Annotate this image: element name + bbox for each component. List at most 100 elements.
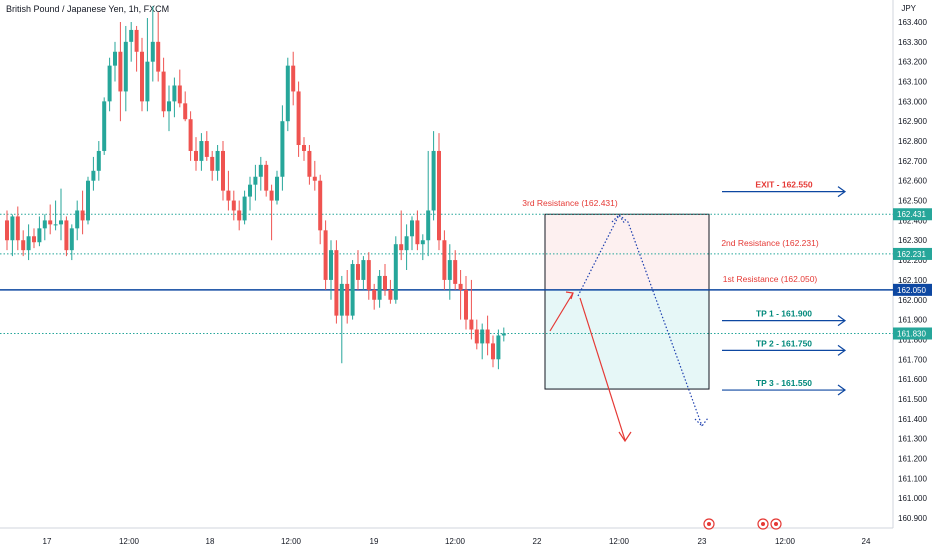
candle-body <box>334 250 339 316</box>
y-tick-label: 162.600 <box>898 177 927 186</box>
candle-body <box>312 176 317 181</box>
event-marker-dot <box>761 522 765 526</box>
projection-dotted-arrowhead-low <box>694 417 709 427</box>
y-tick-label: 161.800 <box>898 335 927 344</box>
candle-body <box>480 329 485 344</box>
level-price-tag <box>893 283 932 296</box>
candle-body <box>269 190 274 201</box>
candle-body <box>221 150 225 191</box>
x-tick-label: 17 <box>43 537 52 546</box>
candle-body <box>442 240 447 280</box>
y-tick-label: 161.500 <box>898 395 927 404</box>
x-tick-label: 12:00 <box>281 537 302 546</box>
candle-body <box>96 150 101 171</box>
level-text-label: 3rd Resistance (162.431) <box>522 198 618 208</box>
y-tick-label: 162.400 <box>898 216 927 225</box>
candle-body <box>388 289 393 300</box>
candle-body <box>393 244 398 300</box>
candle-body <box>37 228 42 243</box>
candle-body <box>431 150 436 211</box>
y-tick-label: 162.000 <box>898 296 927 305</box>
y-tick-label: 163.100 <box>898 78 927 87</box>
candle-body <box>415 220 420 245</box>
target-arrow-head <box>837 344 847 356</box>
candle-body <box>356 264 360 280</box>
candle-body <box>102 101 107 151</box>
candle-body <box>291 65 296 92</box>
candle-body <box>496 335 501 360</box>
target-arrow-head <box>837 186 847 198</box>
candle-body <box>64 220 69 251</box>
candle-body <box>5 220 9 241</box>
candle-body <box>296 91 301 146</box>
candle-body <box>329 250 333 280</box>
projection-up-arrowhead <box>565 291 574 300</box>
event-marker-dot <box>707 522 711 526</box>
candle-body <box>129 29 134 42</box>
x-tick-label: 18 <box>206 537 215 546</box>
candle-body <box>404 236 409 251</box>
candle-body <box>118 51 123 92</box>
y-tick-label: 163.300 <box>898 38 927 47</box>
candle-body <box>264 164 269 191</box>
candle-body <box>15 216 20 241</box>
candle-body <box>231 200 236 211</box>
candle-body <box>399 244 404 251</box>
candle-body <box>377 275 382 300</box>
candle-body <box>42 220 47 229</box>
candle-body <box>339 283 344 316</box>
candle-body <box>318 180 323 231</box>
candle-body <box>140 51 144 102</box>
candle-body <box>248 184 252 197</box>
candle-body <box>237 210 242 221</box>
x-tick-label: 12:00 <box>445 537 466 546</box>
y-tick-label: 160.900 <box>898 514 927 523</box>
candle-body <box>177 85 182 104</box>
candle-body <box>258 164 263 177</box>
level-price-tag <box>893 247 932 260</box>
projection-down-arrowhead <box>618 431 632 443</box>
candle-body <box>59 220 63 225</box>
candle-body <box>134 29 139 52</box>
chart-title: British Pound / Japanese Yen, 1h, FXCM <box>6 4 170 14</box>
candle-body <box>75 210 80 229</box>
candle-body <box>501 333 506 336</box>
candle-body <box>215 150 220 171</box>
y-tick-label: 162.300 <box>898 236 927 245</box>
y-tick-label: 161.400 <box>898 415 927 424</box>
x-tick-label: 24 <box>862 537 871 546</box>
y-tick-label: 161.200 <box>898 454 927 463</box>
candle-body <box>410 220 414 237</box>
candle-body <box>156 41 161 72</box>
candle-body <box>80 210 85 221</box>
x-tick-label: 23 <box>698 537 707 546</box>
candle-body <box>91 170 96 181</box>
candle-body <box>350 264 355 316</box>
target-label: EXIT - 162.550 <box>755 180 812 190</box>
level-price-tag <box>893 327 932 340</box>
candle-body <box>474 329 479 344</box>
candle-body <box>280 121 285 177</box>
candle-body <box>194 150 198 161</box>
candle-body <box>458 283 463 290</box>
y-tick-label: 162.500 <box>898 197 927 206</box>
y-tick-label: 161.100 <box>898 474 927 483</box>
y-tick-label: 161.300 <box>898 435 927 444</box>
target-label: TP 2 - 161.750 <box>756 338 812 348</box>
candle-body <box>366 260 371 290</box>
candle-body <box>253 176 258 185</box>
candle-body <box>167 101 171 112</box>
target-zone <box>545 289 709 390</box>
candle-body <box>210 156 215 171</box>
level-price-label: 162.050 <box>897 286 926 295</box>
candle-body <box>172 85 177 102</box>
target-label: TP 3 - 161.550 <box>756 378 812 388</box>
level-price-label: 161.830 <box>897 329 926 338</box>
candle-body <box>323 230 328 280</box>
candle-body <box>199 141 204 161</box>
candle-body <box>345 283 350 316</box>
candle-body <box>21 240 26 251</box>
candle-body <box>161 71 166 112</box>
candle-body <box>302 145 306 151</box>
